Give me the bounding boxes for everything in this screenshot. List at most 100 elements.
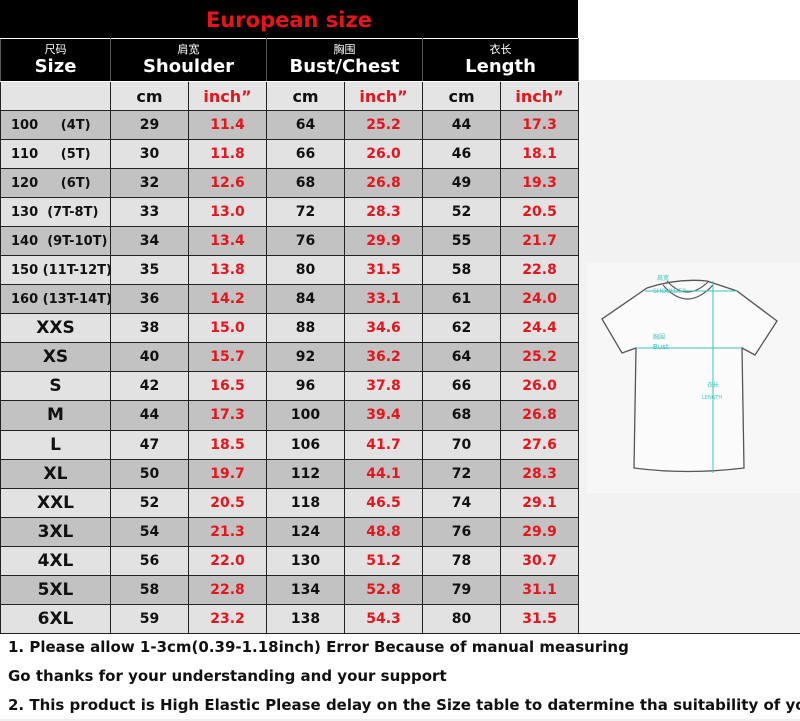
cell-size: 110 (5T) — [0, 139, 111, 170]
diagram-bust: Bust — [653, 343, 669, 351]
cell-s-cm: 38 — [110, 313, 189, 344]
cell-b-cm: 72 — [266, 197, 346, 228]
cell-l-in: 27.6 — [500, 429, 580, 460]
cell-b-cm: 106 — [266, 429, 346, 460]
table-row: XS 40 15.7 92 36.2 64 25.2 — [0, 342, 580, 373]
cell-b-cm: 80 — [266, 255, 346, 286]
notes: 1. Please allow 1-3cm(0.39-1.18inch) Err… — [0, 633, 800, 719]
cell-s-cm: 42 — [110, 371, 189, 402]
cell-size: S — [0, 371, 111, 402]
cell-l-cm: 80 — [422, 603, 502, 634]
cell-s-cm: 44 — [110, 400, 189, 431]
header-shoulder-en: Shoulder — [142, 55, 235, 77]
cell-s-cm: 33 — [110, 197, 189, 228]
cell-l-cm: 61 — [422, 284, 502, 315]
table-row: 160 (13T-14T) 36 14.2 84 33.1 61 24.0 — [0, 284, 580, 315]
cell-s-in: 20.5 — [187, 487, 268, 518]
header-size-en: Size — [34, 55, 77, 77]
table-row: 150 (11T-12T) 35 13.8 80 31.5 58 22.8 — [0, 255, 580, 286]
unit-cm: cm — [110, 81, 189, 111]
cell-s-cm: 32 — [110, 168, 189, 199]
table-row: 4XL 56 22.0 130 51.2 78 30.7 — [0, 545, 580, 576]
cell-b-in: 28.3 — [344, 197, 424, 228]
cell-s-in: 11.8 — [187, 139, 268, 170]
unit-blank — [0, 81, 111, 111]
diagram-shoulder-cn: 肩宽 — [657, 274, 669, 282]
chart-title: European size — [0, 0, 578, 38]
unit-inch: inch” — [187, 81, 268, 111]
header-size-cn: 尺码 — [44, 42, 67, 56]
diagram-bust-cn: 胸围 — [653, 333, 665, 341]
cell-b-in: 51.2 — [344, 545, 424, 576]
cell-l-cm: 72 — [422, 458, 502, 489]
cell-l-cm: 44 — [422, 109, 502, 141]
cell-s-in: 19.7 — [187, 458, 268, 489]
table-row: XXL 52 20.5 118 46.5 74 29.1 — [0, 487, 580, 518]
cell-l-cm: 74 — [422, 487, 502, 518]
cell-l-cm: 52 — [422, 197, 502, 228]
cell-s-in: 11.4 — [187, 109, 268, 141]
cell-size: 5XL — [0, 574, 111, 605]
header-length-en: Length — [465, 55, 536, 77]
unit-cm: cm — [266, 81, 346, 111]
cell-b-cm: 66 — [266, 139, 346, 170]
cell-l-cm: 62 — [422, 313, 502, 344]
table-row: M 44 17.3 100 39.4 68 26.8 — [0, 400, 580, 431]
cell-l-cm: 49 — [422, 168, 502, 199]
cell-b-in: 33.1 — [344, 284, 424, 315]
cell-l-cm: 70 — [422, 429, 502, 460]
unit-row: cm inch” cm inch” cm inch” — [0, 81, 580, 111]
cell-l-cm: 66 — [422, 371, 502, 402]
cell-s-in: 16.5 — [187, 371, 268, 402]
diagram-length: LENGTH — [702, 395, 722, 401]
cell-size: 4XL — [0, 545, 111, 576]
table-row: 130 (7T-8T) 33 13.0 72 28.3 52 20.5 — [0, 197, 580, 228]
cell-l-in: 30.7 — [500, 545, 580, 576]
header-length: 衣长 Length — [422, 38, 580, 82]
size-table: 尺码 Size 肩宽 Shoulder 胸围 Bust/Chest 衣长 Length … — [0, 38, 580, 634]
cell-s-in: 13.0 — [187, 197, 268, 228]
cell-size: 6XL — [0, 603, 111, 634]
cell-b-in: 25.2 — [344, 109, 424, 141]
cell-l-cm: 64 — [422, 342, 502, 373]
cell-l-in: 20.5 — [500, 197, 580, 228]
table-row: 100 (4T) 29 11.4 64 25.2 44 17.3 — [0, 109, 580, 141]
cell-size: 160 (13T-14T) — [0, 284, 112, 315]
unit-cm: cm — [422, 81, 502, 111]
cell-s-cm: 47 — [110, 429, 189, 460]
note-line: 1. Please allow 1-3cm(0.39-1.18inch) Err… — [8, 638, 629, 656]
cell-size: XXL — [0, 487, 111, 518]
cell-size: 3XL — [0, 516, 111, 547]
cell-b-in: 26.0 — [344, 139, 424, 170]
cell-b-cm: 118 — [266, 487, 346, 518]
cell-s-in: 17.3 — [187, 400, 268, 431]
cell-b-cm: 88 — [266, 313, 346, 344]
cell-b-in: 41.7 — [344, 429, 424, 460]
cell-size: XXS — [0, 313, 111, 344]
note-line: Go thanks for your understanding and you… — [8, 667, 447, 685]
cell-b-in: 36.2 — [344, 342, 424, 373]
cell-b-cm: 84 — [266, 284, 346, 315]
cell-s-in: 13.8 — [187, 255, 268, 286]
cell-b-cm: 96 — [266, 371, 346, 402]
table-row: 3XL 54 21.3 124 48.8 76 29.9 — [0, 516, 580, 547]
cell-l-in: 18.1 — [500, 139, 580, 170]
header-bust: 胸围 Bust/Chest — [266, 38, 424, 82]
cell-s-cm: 34 — [110, 226, 189, 257]
cell-l-cm: 78 — [422, 545, 502, 576]
cell-s-cm: 35 — [110, 255, 189, 286]
table-row: XXS 38 15.0 88 34.6 62 24.4 — [0, 313, 580, 344]
cell-l-in: 25.2 — [500, 342, 580, 373]
cell-b-in: 54.3 — [344, 603, 424, 634]
cell-l-in: 19.3 — [500, 168, 580, 199]
cell-b-in: 39.4 — [344, 400, 424, 431]
cell-s-cm: 40 — [110, 342, 189, 373]
cell-s-in: 14.2 — [187, 284, 268, 315]
cell-l-in: 31.1 — [500, 574, 580, 605]
cell-b-cm: 134 — [266, 574, 346, 605]
cell-s-cm: 36 — [110, 284, 189, 315]
cell-size: 130 (7T-8T) — [0, 197, 111, 228]
header-bust-cn: 胸围 — [333, 42, 356, 56]
cell-b-in: 52.8 — [344, 574, 424, 605]
cell-l-in: 24.4 — [500, 313, 580, 344]
